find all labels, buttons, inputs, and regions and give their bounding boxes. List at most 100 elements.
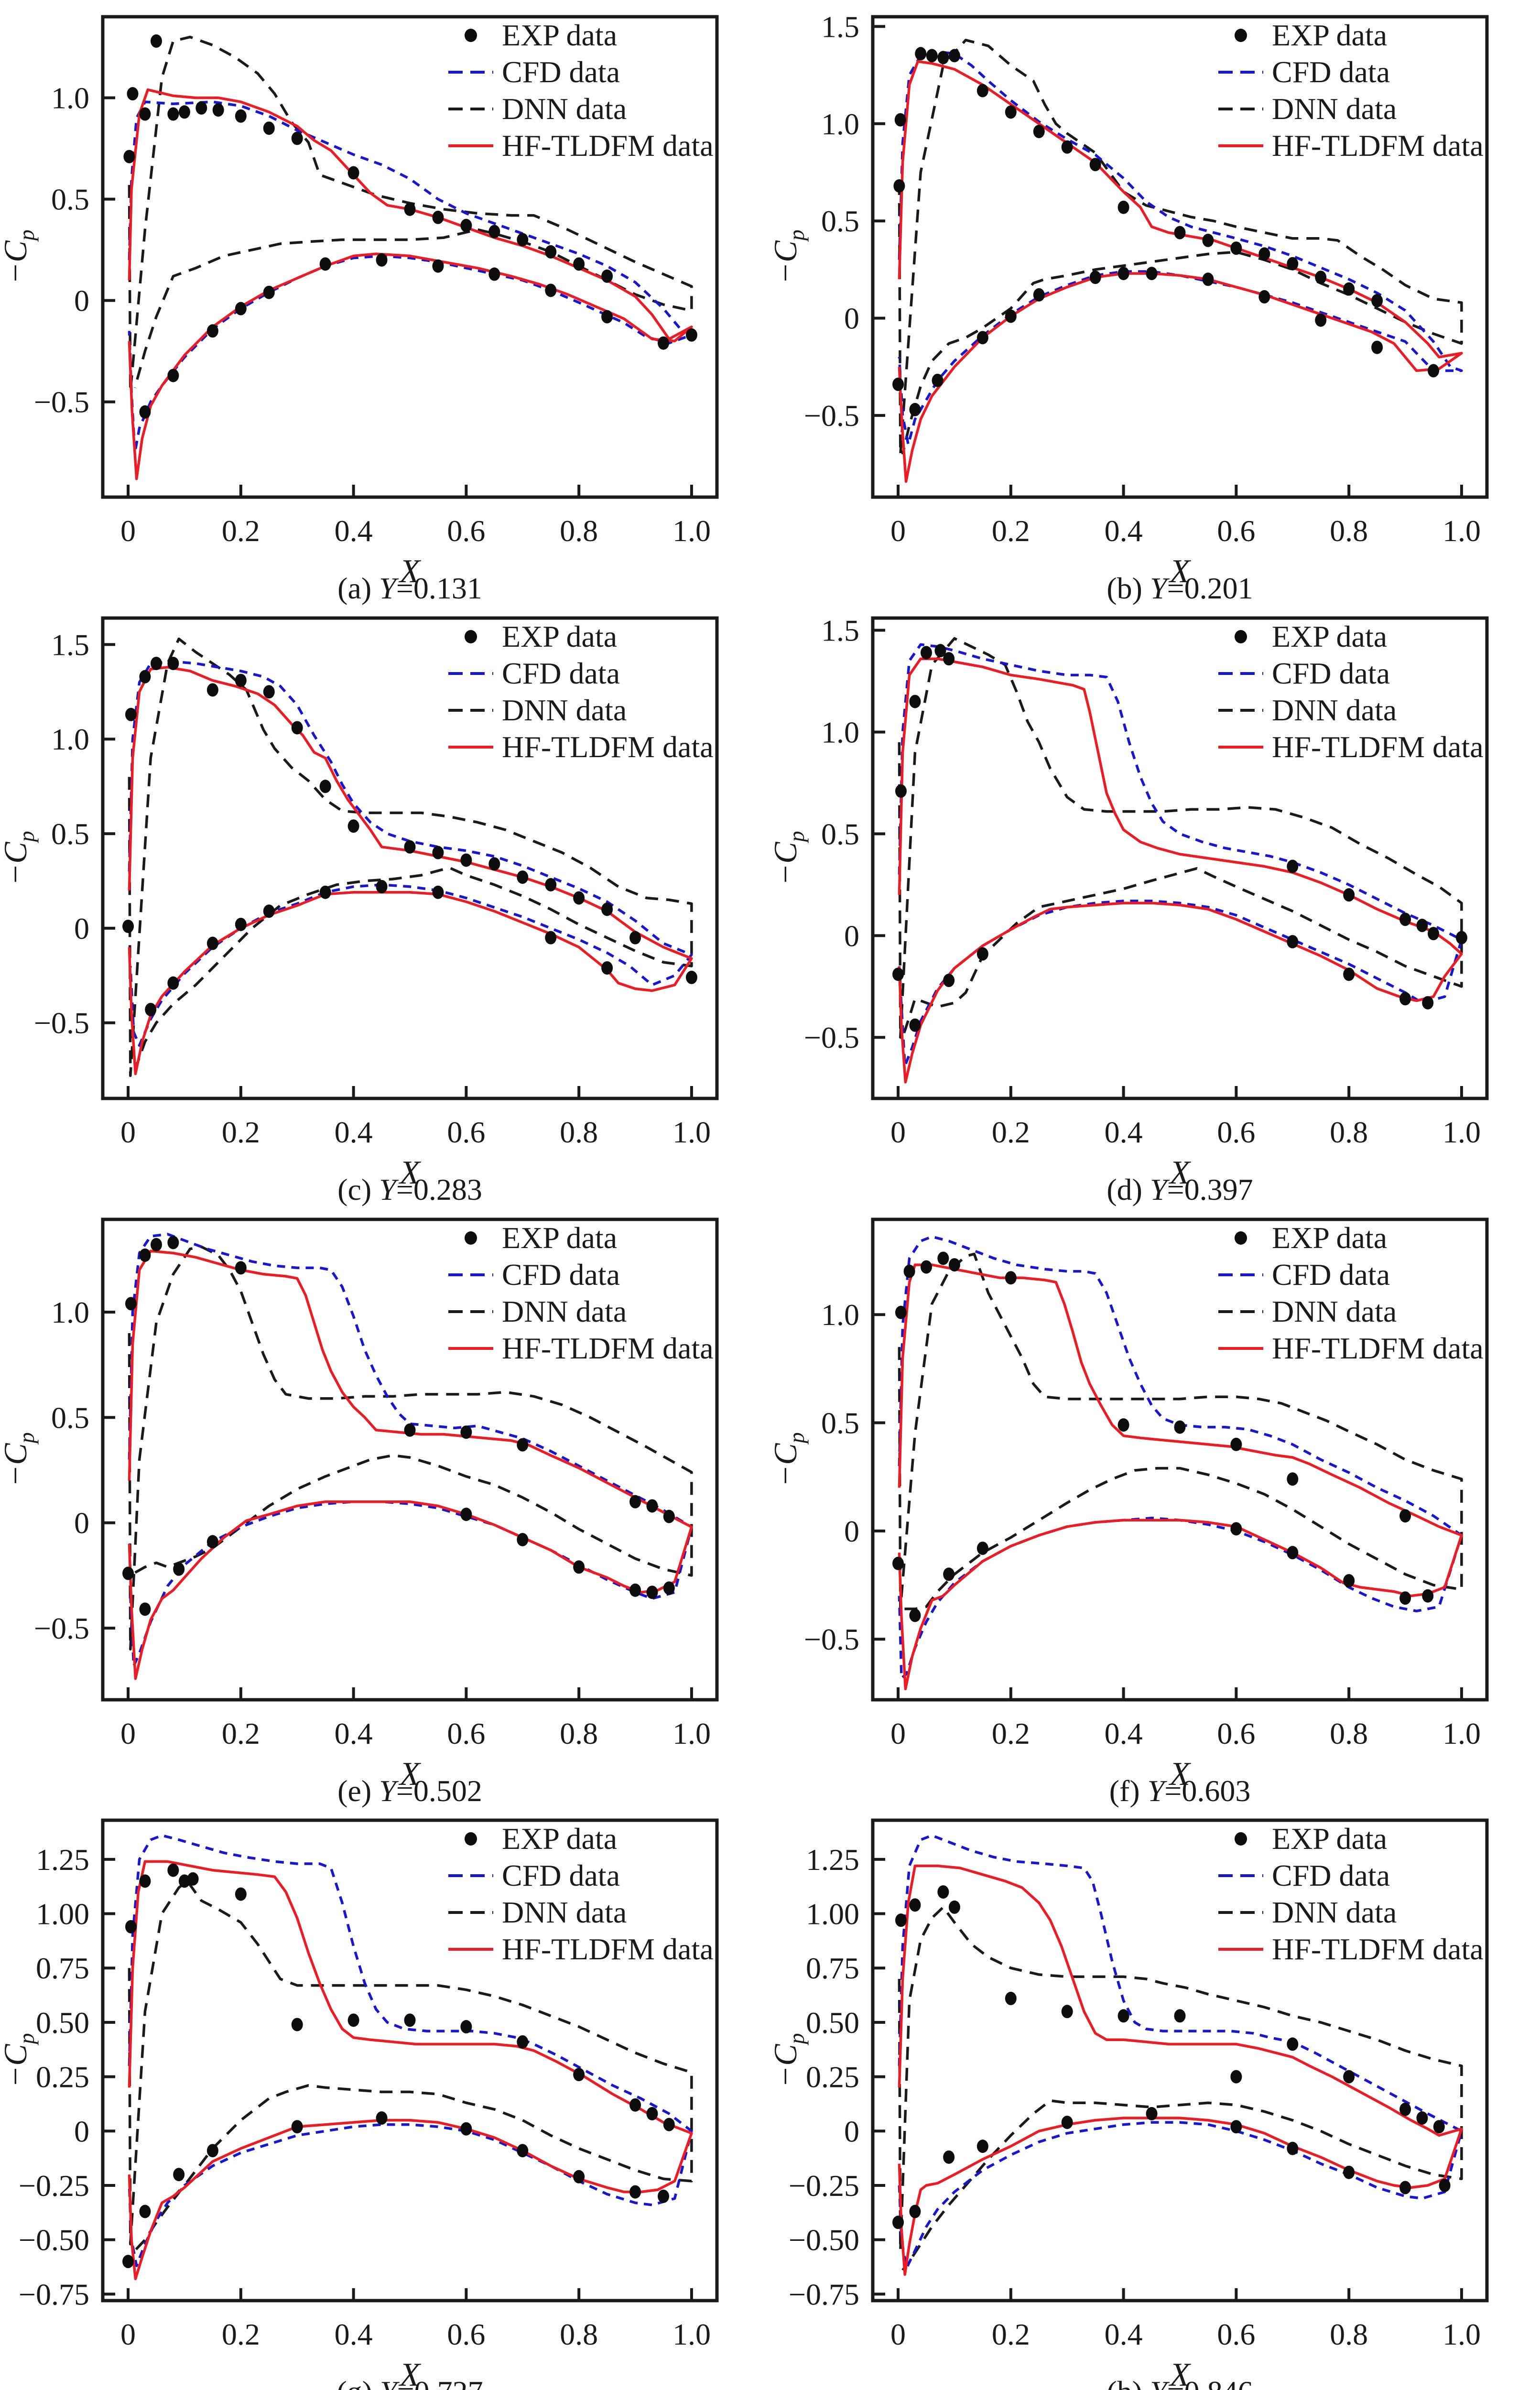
a-exp-point	[601, 269, 613, 283]
x-tick-label: 0.6	[447, 1716, 485, 1750]
y-axis-label: −Cp	[0, 1432, 39, 1487]
d-exp-point	[976, 947, 988, 961]
x-tick-label: 0.2	[992, 1115, 1030, 1149]
e-exp-point	[404, 1423, 416, 1437]
g-exp-point	[235, 1887, 247, 1901]
legend-label: EXP data	[1272, 1221, 1387, 1255]
h-exp-point	[1061, 2005, 1073, 2019]
y-tick-label: −0.75	[19, 2278, 89, 2312]
plot-frame	[871, 15, 1489, 499]
y-tick-label: 1.25	[36, 1843, 89, 1877]
y-tick-label: −0.5	[804, 399, 859, 433]
a-exp-point	[235, 302, 247, 315]
y-tick-label: 0.50	[806, 2006, 859, 2040]
b-exp-point	[1258, 290, 1270, 304]
legend-label: CFD data	[1272, 656, 1390, 690]
x-axis-label: X	[1168, 1154, 1192, 1191]
y-axis-label: −Cp	[767, 2033, 809, 2088]
subplot-f: 0 0.2 0.4 0.6 0.8 1.0 1.0 0.5 0 −0.5 EXP data CFD d…	[767, 1203, 1540, 1808]
x-tick-label: 1.0	[672, 2317, 711, 2351]
x-tick-label: 0.2	[222, 1115, 260, 1149]
x-tick-label: 0	[890, 1115, 906, 1149]
g-exp-point	[517, 2144, 529, 2158]
h-exp-point	[948, 1901, 960, 1914]
x-axis-label: X	[398, 1154, 422, 1191]
legend-label: EXP data	[502, 1221, 617, 1255]
legend-label: HF-TLDFM data	[1272, 129, 1484, 163]
y-tick-label: 0.5	[51, 817, 89, 851]
b-exp-point	[932, 373, 944, 387]
h-exp-point	[1287, 2141, 1299, 2155]
c-exp-point	[545, 878, 557, 891]
x-tick-label: 0.6	[447, 1115, 485, 1149]
h-exp-point	[1343, 2070, 1355, 2084]
g-exp-point	[125, 1920, 137, 1934]
b-exp-point	[1033, 288, 1045, 302]
legend-label: EXP data	[1272, 619, 1387, 653]
f-exp-point	[895, 1305, 907, 1319]
f-exp-point	[943, 1567, 955, 1581]
e-exp-point	[173, 1562, 185, 1576]
a-exp-point	[123, 150, 135, 163]
y-tick-label: −0.5	[34, 1611, 89, 1645]
x-tick-label: 0.4	[1105, 1716, 1143, 1750]
y-tick-label: 0.25	[806, 2060, 859, 2094]
c-exp-point	[139, 670, 151, 684]
g-exp-point	[404, 2013, 416, 2027]
b-exp-point	[915, 47, 927, 61]
plot-frame	[101, 616, 719, 1100]
x-tick-label: 0.6	[1217, 1716, 1255, 1750]
d-exp-point	[1343, 967, 1355, 981]
legend-label: HF-TLDFM data	[1272, 1331, 1484, 1365]
g-exp-point	[291, 2120, 303, 2134]
a-exp-point	[488, 225, 500, 239]
a-exp-point	[319, 257, 331, 271]
subplot-caption: (f) Y=0.603	[1109, 1774, 1251, 1808]
b-exp-point	[1061, 140, 1073, 154]
y-tick-label: 0.25	[36, 2060, 89, 2094]
x-tick-label: 0.2	[992, 1716, 1030, 1750]
subplot-c: 0 0.2 0.4 0.6 0.8 1.0 1.5 1.0 0.5 0 −0.5 EXP data CF…	[0, 601, 770, 1206]
y-tick-label: 0.5	[821, 1406, 859, 1440]
y-tick-label: 0.5	[821, 204, 859, 238]
legend-label: EXP data	[1272, 1822, 1387, 1856]
d-exp-point	[1422, 996, 1434, 1010]
h-exp-point	[1399, 2181, 1411, 2194]
b-exp-point	[1117, 200, 1129, 214]
g-cfd-curve	[128, 1834, 693, 2268]
x-tick-label: 0.8	[560, 1115, 598, 1149]
d-exp-point	[920, 646, 932, 660]
g-exp-point	[517, 2035, 529, 2049]
legend-label: HF-TLDFM data	[502, 129, 714, 163]
e-exp-point	[517, 1438, 529, 1452]
x-tick-label: 0.4	[335, 1115, 373, 1149]
y-tick-label: 0	[844, 1514, 859, 1548]
y-tick-label: 1.00	[806, 1897, 859, 1931]
subplot-caption: (g) Y=0.727	[336, 2375, 483, 2390]
h-exp-point	[909, 2205, 921, 2218]
c-exp-point	[404, 840, 416, 854]
subplot-d-canvas: 0 0.2 0.4 0.6 0.8 1.0 1.5 1.0 0.5 0 −0.5 EXP dataCF…	[767, 613, 1489, 1206]
b-exp-point	[1202, 233, 1214, 247]
g-exp-point	[187, 1872, 199, 1886]
h-exp-point	[976, 2140, 988, 2153]
legend-label: HF-TLDFM data	[502, 1932, 714, 1966]
legend-label: DNN data	[1272, 92, 1397, 126]
c-exp-point	[167, 656, 179, 670]
f-exp-point	[948, 1258, 960, 1271]
c-exp-point	[376, 880, 388, 893]
c-exp-point	[319, 779, 331, 793]
y-axis-label: −Cp	[767, 1432, 809, 1487]
subplot-e: 0 0.2 0.4 0.6 0.8 1.0 1.0 0.5 0 −0.5 EXP data CFD d…	[0, 1203, 770, 1808]
y-tick-label: −0.25	[19, 2169, 89, 2203]
e-exp-point	[150, 1238, 162, 1251]
x-tick-label: 1.0	[672, 514, 711, 548]
subplot-caption: (a) Y=0.131	[337, 571, 482, 605]
h-exp-point	[895, 1913, 907, 1927]
legend-marker-dot	[465, 1832, 477, 1846]
legend-label: DNN data	[502, 693, 627, 727]
y-tick-label: 1.25	[806, 1843, 859, 1877]
f-exp-point	[1230, 1437, 1242, 1451]
